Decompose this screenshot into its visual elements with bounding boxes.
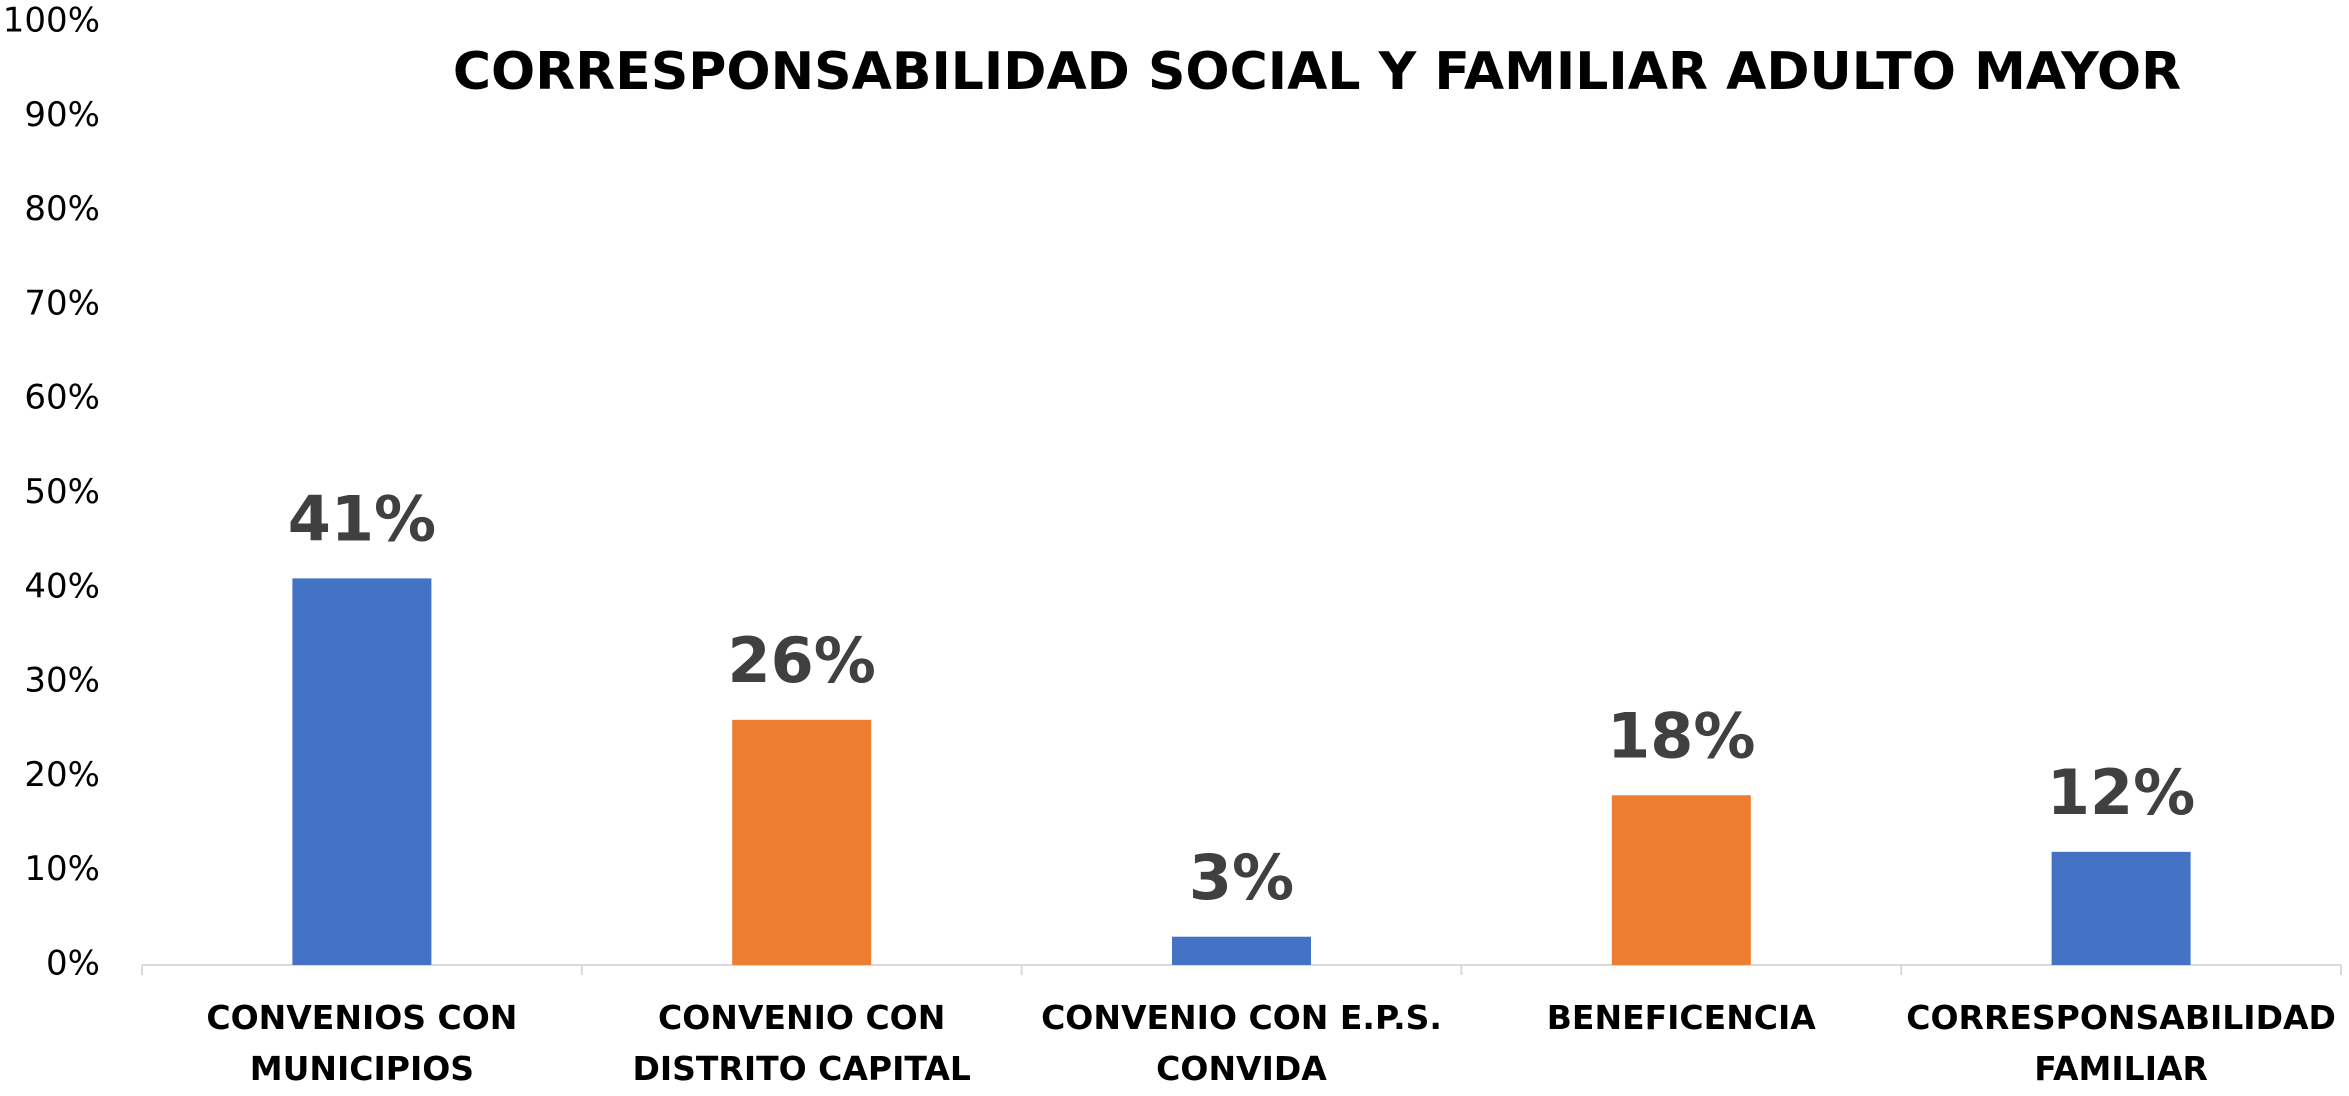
y-tick-label: 20% <box>24 755 100 795</box>
data-label: 18% <box>1607 699 1755 772</box>
y-tick-label: 50% <box>24 472 100 512</box>
y-tick-label: 40% <box>24 566 100 606</box>
data-label: 3% <box>1189 841 1294 914</box>
y-tick-label: 80% <box>24 189 100 229</box>
x-tick-label-line: CORRESPONSABILIDAD <box>1906 998 2336 1037</box>
y-tick-label: 60% <box>24 378 100 418</box>
bar <box>1172 936 1311 965</box>
y-tick-label: 0% <box>46 944 100 984</box>
bar <box>2051 851 2191 965</box>
data-label: 41% <box>288 482 436 555</box>
bar <box>1611 795 1751 965</box>
y-tick-label: 70% <box>24 283 100 323</box>
data-label: 12% <box>2047 756 2195 829</box>
bar <box>292 578 432 965</box>
x-tick-label: CONVENIO CON E.P.S. CONVIDA <box>1041 998 1442 1088</box>
x-tick-label-line: CONVENIOS CON <box>206 998 517 1037</box>
data-label: 26% <box>727 624 875 697</box>
y-tick-label: 10% <box>24 849 100 889</box>
y-tick-label: 100% <box>3 1 100 41</box>
x-tick-label: CONVENIOS CON MUNICIPIOS <box>206 998 517 1088</box>
x-tick-label: CONVENIO CON DISTRITO CAPITAL <box>632 998 970 1088</box>
x-tick-label-line: CONVENIO CON <box>658 998 945 1037</box>
x-tick-label: BENEFICENCIA <box>1547 998 1817 1037</box>
x-tick-label: CORRESPONSABILIDAD FAMILIAR <box>1906 998 2336 1088</box>
y-tick-label: 90% <box>24 95 100 135</box>
x-tick-label-line: DISTRITO CAPITAL <box>632 1049 970 1088</box>
bar <box>732 719 872 965</box>
x-tick-label-line: MUNICIPIOS <box>250 1049 474 1088</box>
x-tick-label-line: CONVIDA <box>1156 1049 1327 1088</box>
y-tick-label: 30% <box>24 661 100 701</box>
x-tick-label-line: FAMILIAR <box>2034 1049 2208 1088</box>
chart-title: CORRESPONSABILIDAD SOCIAL Y FAMILIAR ADU… <box>453 42 2181 102</box>
x-tick-label-line: BENEFICENCIA <box>1547 998 1817 1037</box>
x-tick-label-line: CONVENIO CON E.P.S. <box>1041 998 1442 1037</box>
